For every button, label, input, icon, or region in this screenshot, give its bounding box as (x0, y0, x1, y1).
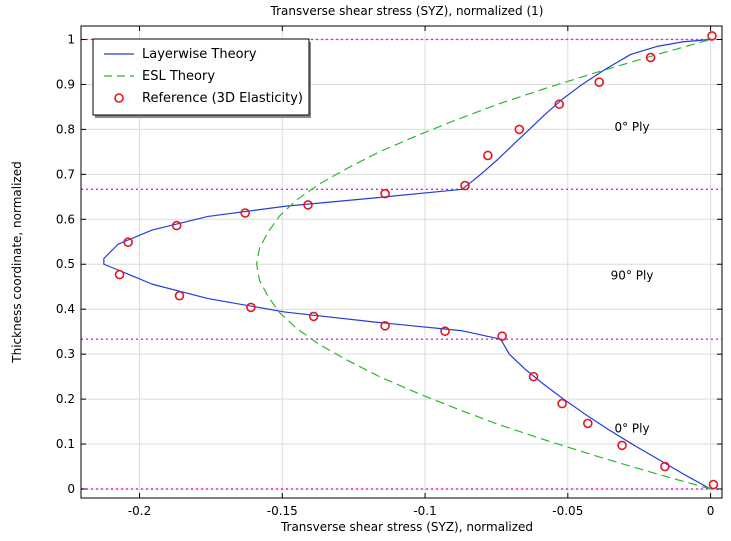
y-tick-label: 0.5 (56, 257, 75, 271)
legend-label-reference: Reference (3D Elasticity) (142, 91, 303, 106)
x-tick-label: -0.1 (413, 504, 436, 518)
legend: Layerwise Theory ESL Theory Reference (3… (92, 38, 311, 118)
ply-label: 90° Ply (611, 268, 654, 282)
reference-marker (645, 52, 656, 63)
x-ticks: -0.2 -0.15 -0.1 -0.05 0 (128, 26, 715, 518)
y-tick-label: 0.9 (56, 77, 75, 91)
reference-marker (460, 180, 470, 191)
reference-marker (660, 461, 670, 472)
plot-frame (80, 25, 723, 499)
x-tick-label: -0.2 (128, 504, 151, 518)
legend-label-layerwise: Layerwise Theory (142, 47, 257, 62)
reference-marker (303, 200, 313, 210)
reference-marker (514, 124, 525, 135)
reference-marker (123, 237, 133, 248)
x-tick-label: -0.05 (552, 504, 583, 518)
y-tick-label: 0 (67, 482, 75, 496)
legend-label-esl: ESL Theory (142, 69, 215, 84)
y-tick-label: 0.4 (56, 302, 75, 316)
y-tick-label: 0.1 (56, 437, 75, 451)
y-tick-label: 0.7 (56, 167, 75, 181)
reference-marker (528, 371, 539, 382)
x-axis-label: Transverse shear stress (SYZ), normalize… (280, 520, 533, 534)
reference-marker (708, 479, 719, 490)
series-line-esl (256, 38, 711, 490)
y-axis-label: Thickness coordinate, normalized (10, 161, 24, 363)
legend-swatch-reference (114, 93, 124, 103)
reference-marker (497, 331, 507, 341)
reference-marker (380, 321, 390, 331)
reference-marker (583, 418, 593, 429)
grid (81, 26, 722, 498)
reference-marker (246, 302, 256, 313)
x-tick-label: -0.15 (267, 504, 298, 518)
reference-marker (554, 99, 565, 110)
y-tick-label: 0.3 (56, 347, 75, 361)
y-tick-label: 1 (67, 32, 75, 46)
reference-marker (483, 150, 493, 161)
reference-marker (380, 188, 390, 199)
reference-marker (174, 290, 185, 301)
reference-marker (557, 398, 567, 409)
reference-marker (308, 311, 319, 322)
ply-annotations: 0° Ply 90° Ply 0° Ply (611, 120, 654, 435)
chart-title: Transverse shear stress (SYZ), normalize… (270, 4, 544, 18)
reference-marker (240, 208, 250, 218)
reference-markers (114, 31, 719, 490)
reference-marker (594, 77, 605, 87)
ply-label: 0° Ply (614, 421, 649, 435)
reference-marker (707, 31, 717, 41)
ply-label: 0° Ply (614, 120, 649, 134)
reference-marker (617, 440, 627, 451)
y-tick-label: 0.2 (56, 392, 75, 406)
x-tick-label: 0 (707, 504, 715, 518)
reference-marker (440, 326, 450, 337)
reference-marker (171, 220, 182, 231)
y-ticks: 0 0.1 0.2 0.3 0.4 0.5 0.6 0.7 0.8 0.9 1 (56, 32, 722, 496)
legend-box (92, 38, 310, 116)
y-tick-label: 0.6 (56, 212, 75, 226)
y-tick-label: 0.8 (56, 122, 75, 136)
reference-marker (114, 269, 125, 280)
